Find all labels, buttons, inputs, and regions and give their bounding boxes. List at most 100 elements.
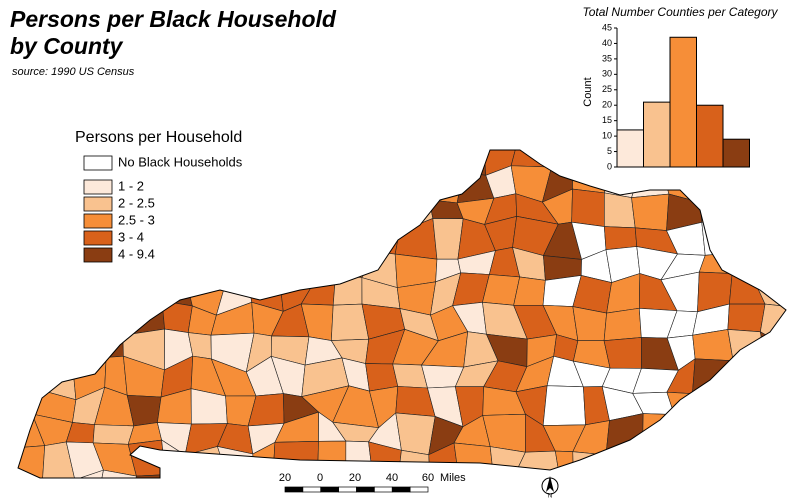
county bbox=[245, 171, 288, 191]
county bbox=[572, 150, 610, 177]
y-tick-label: 25 bbox=[602, 84, 612, 94]
county bbox=[152, 245, 189, 288]
county bbox=[187, 244, 225, 288]
county bbox=[603, 226, 638, 250]
county bbox=[603, 337, 642, 369]
county bbox=[18, 222, 48, 253]
county bbox=[700, 162, 731, 203]
map-title: Persons per Black Household bbox=[10, 6, 337, 32]
legend: Persons per Household No Black Household… bbox=[75, 129, 243, 263]
county bbox=[789, 249, 800, 286]
county bbox=[31, 187, 71, 228]
county bbox=[75, 280, 102, 315]
county bbox=[18, 331, 39, 372]
county bbox=[18, 472, 44, 478]
county bbox=[32, 164, 79, 202]
scale-segment bbox=[338, 486, 357, 493]
county bbox=[161, 300, 193, 333]
county bbox=[729, 273, 766, 305]
county bbox=[32, 244, 77, 285]
legend-swatch bbox=[83, 179, 113, 195]
county bbox=[793, 196, 800, 225]
county bbox=[490, 481, 512, 504]
county bbox=[631, 167, 670, 198]
county bbox=[721, 162, 765, 203]
bar bbox=[722, 138, 750, 168]
county bbox=[18, 367, 38, 390]
county bbox=[700, 194, 737, 223]
county bbox=[394, 218, 438, 260]
county bbox=[280, 150, 319, 176]
scale-label: 20 bbox=[279, 472, 291, 484]
county bbox=[754, 416, 786, 450]
county bbox=[727, 303, 766, 333]
county bbox=[317, 440, 347, 476]
bar bbox=[643, 101, 671, 168]
county bbox=[785, 468, 786, 478]
county bbox=[18, 383, 38, 421]
county bbox=[249, 476, 277, 478]
county bbox=[395, 412, 436, 456]
county bbox=[309, 189, 348, 228]
scale-segment bbox=[391, 486, 411, 493]
y-tick-label: 20 bbox=[602, 100, 612, 110]
county bbox=[763, 150, 786, 175]
county bbox=[482, 274, 521, 306]
county bbox=[155, 193, 190, 230]
county bbox=[760, 468, 786, 478]
legend-label: 2.5 - 3 bbox=[118, 212, 155, 227]
county bbox=[252, 187, 285, 229]
y-tick-label: 0 bbox=[607, 161, 612, 171]
county bbox=[721, 445, 762, 478]
county bbox=[92, 424, 135, 445]
scale-label: 0 bbox=[317, 472, 323, 484]
county bbox=[311, 169, 345, 191]
county bbox=[273, 173, 319, 190]
county bbox=[759, 331, 786, 362]
county bbox=[218, 472, 255, 478]
county bbox=[309, 222, 348, 249]
legend-label: No Black Households bbox=[118, 154, 243, 169]
county bbox=[43, 479, 75, 504]
county bbox=[554, 450, 574, 472]
county bbox=[752, 170, 786, 203]
county bbox=[572, 467, 616, 478]
county bbox=[730, 194, 758, 224]
county bbox=[369, 160, 398, 201]
county bbox=[780, 331, 786, 372]
county bbox=[214, 189, 256, 226]
county bbox=[18, 150, 44, 171]
county bbox=[362, 150, 409, 167]
legend-swatch bbox=[83, 230, 113, 246]
county bbox=[732, 360, 766, 400]
county bbox=[668, 472, 696, 478]
county bbox=[18, 445, 46, 478]
y-tick-label: 15 bbox=[602, 115, 612, 125]
county bbox=[692, 393, 737, 426]
county bbox=[42, 441, 76, 478]
y-tick-label: 40 bbox=[602, 38, 612, 48]
county bbox=[754, 385, 786, 423]
legend-label: 1 - 2 bbox=[118, 178, 144, 193]
county bbox=[162, 216, 190, 248]
county bbox=[72, 338, 107, 363]
county bbox=[131, 474, 166, 478]
county bbox=[424, 165, 464, 204]
county bbox=[336, 221, 375, 253]
county bbox=[242, 244, 287, 287]
legend-title: Persons per Household bbox=[75, 129, 242, 146]
county bbox=[638, 472, 679, 478]
north-label: N bbox=[548, 494, 552, 500]
y-tick-label: 30 bbox=[602, 69, 612, 79]
scale-segment bbox=[409, 486, 429, 493]
legend-swatch bbox=[83, 213, 113, 229]
county bbox=[18, 299, 47, 337]
y-tick-label: 45 bbox=[602, 22, 612, 32]
county bbox=[284, 222, 311, 249]
county bbox=[344, 150, 372, 171]
county bbox=[217, 221, 254, 257]
legend-label: 4 - 9.4 bbox=[118, 246, 155, 261]
county bbox=[782, 386, 786, 427]
county bbox=[181, 192, 230, 226]
